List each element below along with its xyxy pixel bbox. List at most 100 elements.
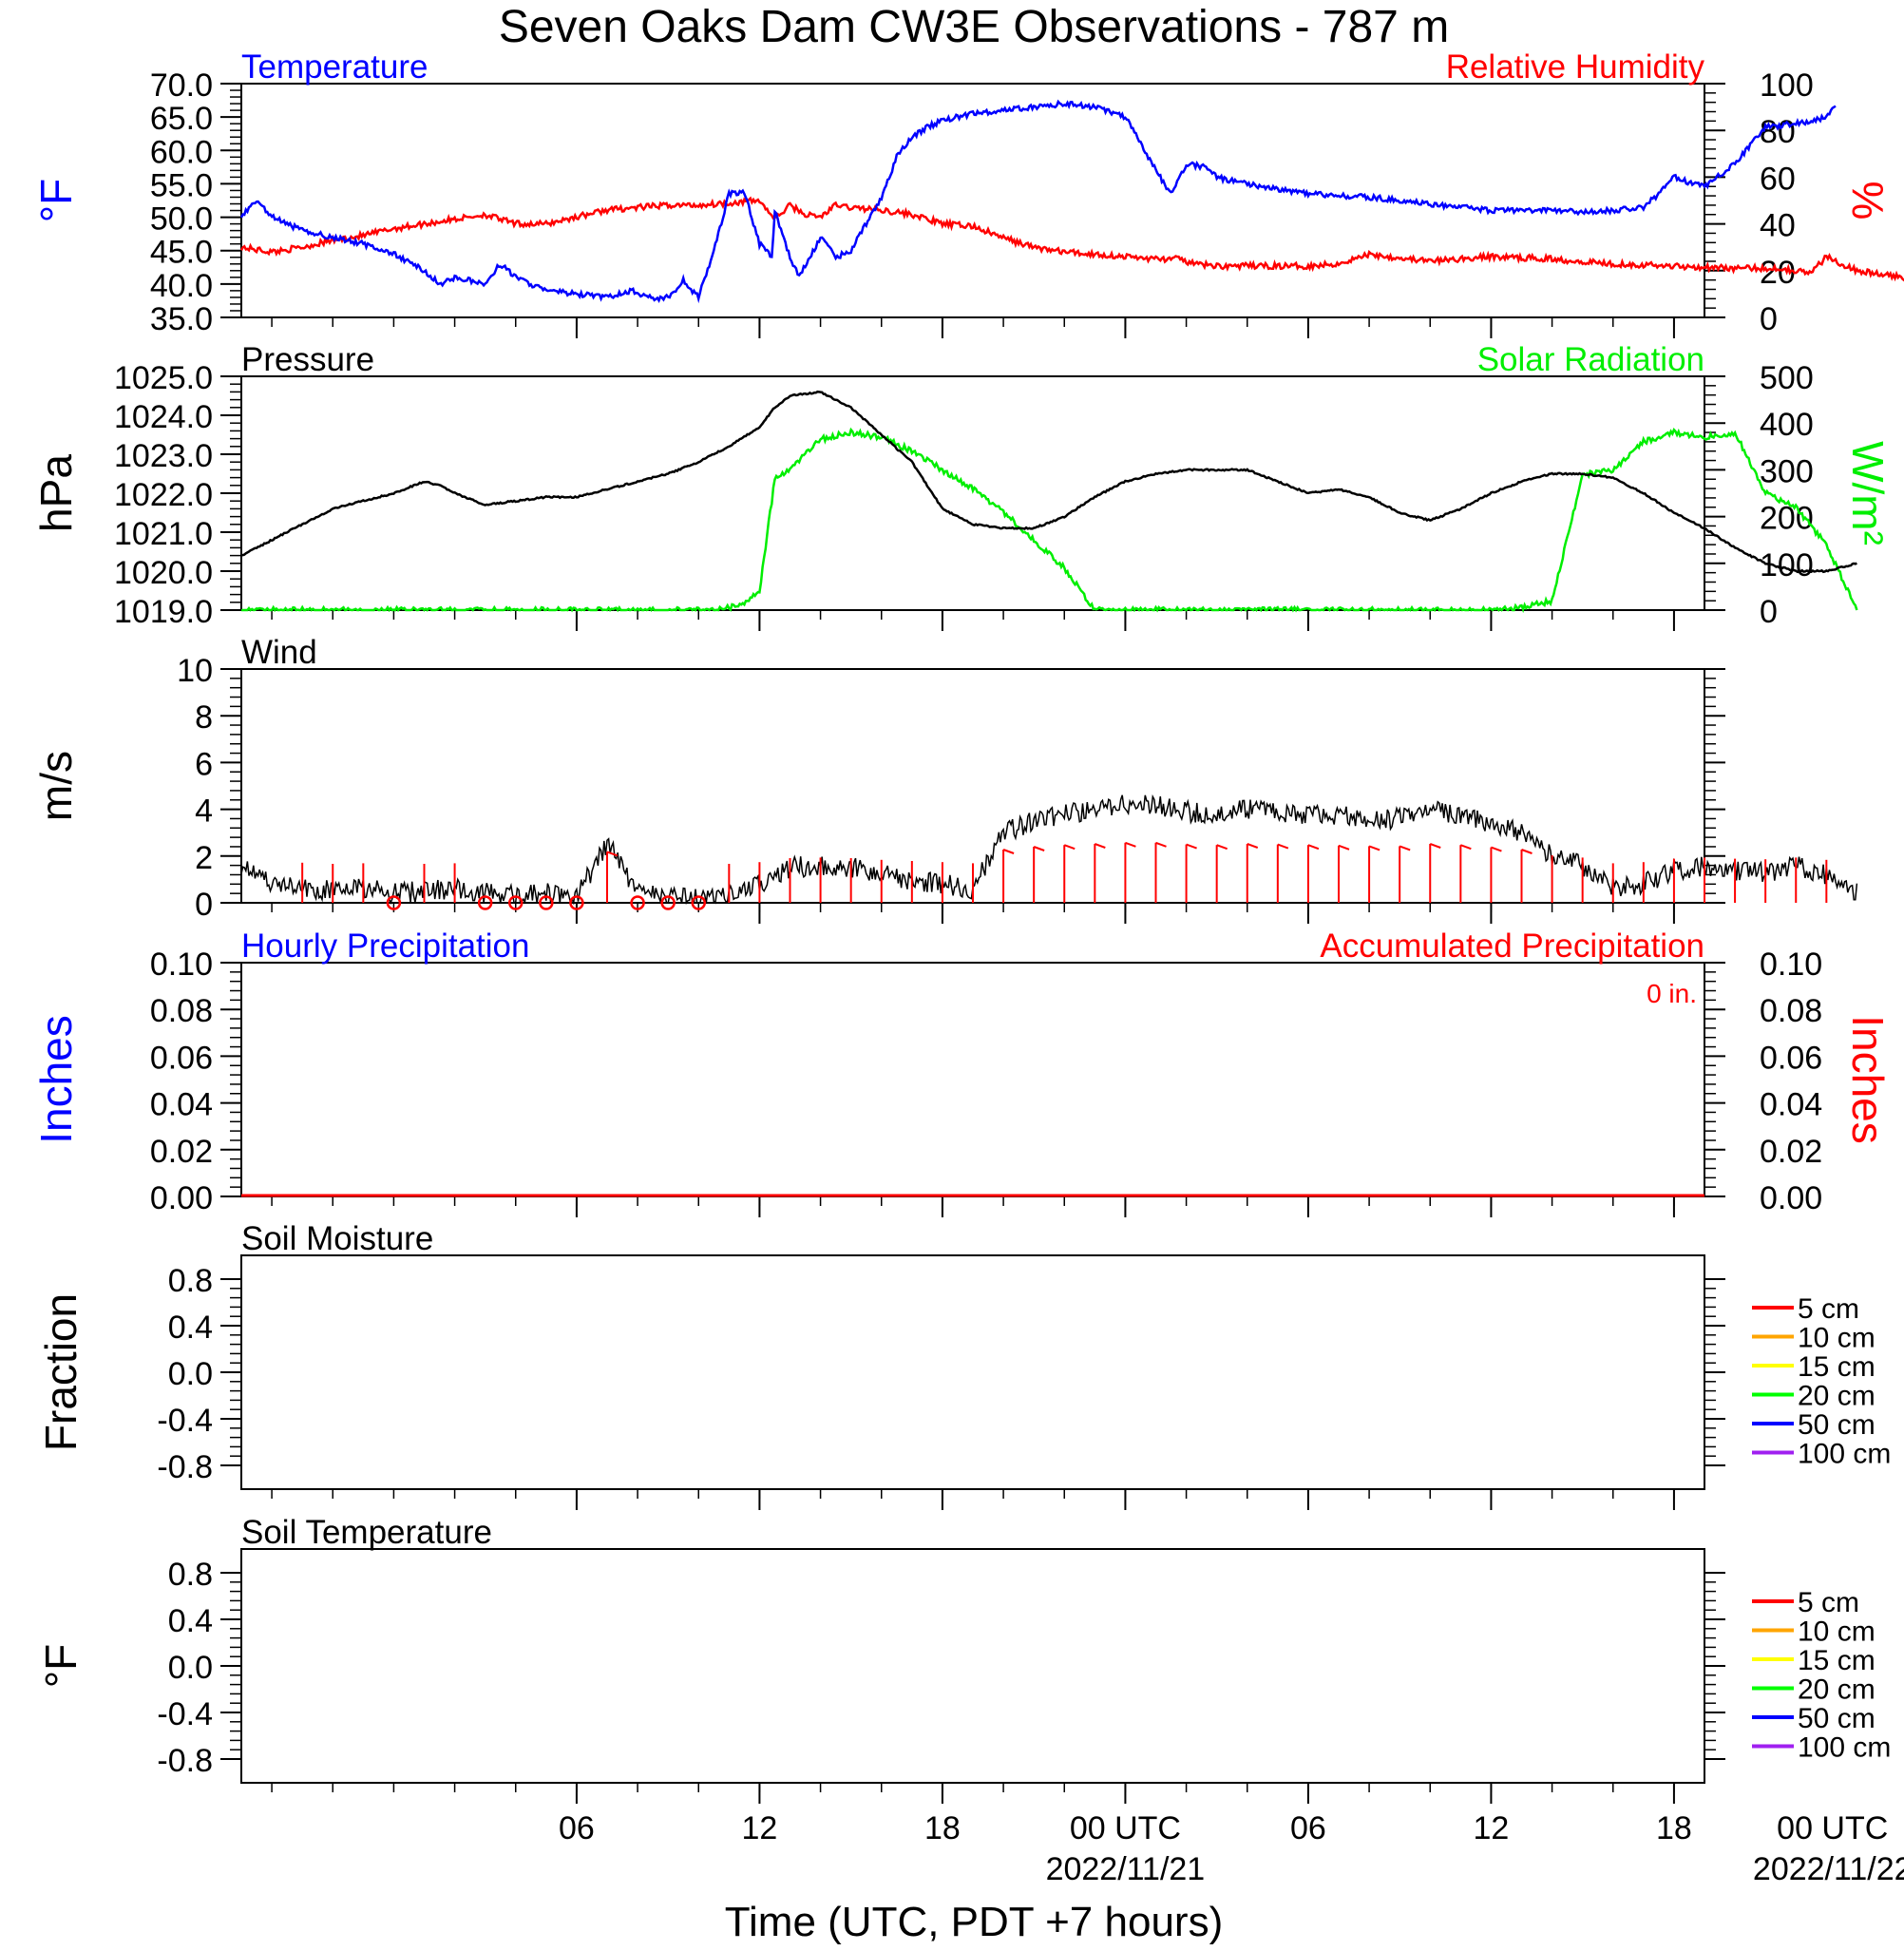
precip-ytick-right-label: 0.06 [1760, 1040, 1822, 1076]
precip-ytick-right-label: 0.08 [1760, 993, 1822, 1029]
temp-ytick-label: 45.0 [150, 235, 213, 271]
soil-temperature-ytick-label: 0.4 [168, 1603, 213, 1639]
soil-temperature-left-unit: °F [36, 1644, 86, 1689]
wind-barb-calm [508, 895, 524, 910]
x-tick-label: 06 [559, 1810, 595, 1846]
precip-ytick-label: 0.02 [150, 1134, 213, 1170]
wind-barb-flag [606, 851, 619, 857]
wind-barb-flag [1247, 843, 1259, 849]
wind-left-title: Wind [241, 634, 317, 671]
pressure-ytick-label: 1022.0 [114, 477, 213, 513]
precip-ytick-label: 0.04 [150, 1087, 213, 1123]
wind-barb-flag [1338, 844, 1350, 851]
temp-ytick-right-label: 40 [1760, 208, 1796, 244]
precip-right-unit: Inches [1843, 1015, 1893, 1144]
temp-ytick-label: 60.0 [150, 134, 213, 170]
wind-ytick-label: 2 [195, 840, 213, 876]
accumulated-precip-text: 0 in. [1647, 979, 1697, 1008]
wind-barb-flag [1002, 849, 1015, 854]
wind-barb-calm [569, 895, 584, 910]
x-axis-label: Time (UTC, PDT +7 hours) [725, 1899, 1223, 1945]
temp-frame [240, 83, 1705, 318]
pressure-ytick-label: 1021.0 [114, 516, 213, 552]
wind-barb-calm [691, 895, 706, 910]
x-tick-label: 12 [1474, 1810, 1510, 1846]
wind-barb-flag [1094, 843, 1106, 849]
wind-speed-line [240, 794, 1858, 906]
x-tick-label: 06 [1290, 1810, 1326, 1846]
wind-barb-flag [1459, 844, 1472, 851]
temp-left-unit: °F [31, 179, 81, 223]
precip-ytick-label: 0.06 [150, 1040, 213, 1076]
pressure-right-title: Solar Radiation [1477, 341, 1704, 378]
soil-temperature-ytick-label: -0.8 [157, 1743, 213, 1779]
precip-ytick-right-label: 0.10 [1760, 947, 1822, 983]
wind-barb-flag [1491, 846, 1502, 852]
temp-ytick-label: 70.0 [150, 67, 213, 104]
wind-ytick-label: 10 [177, 653, 213, 689]
wind-barb-calm [539, 895, 554, 910]
precip-left-unit: Inches [31, 1015, 81, 1144]
wind-barb-flag [1368, 845, 1380, 851]
precip-ytick-label: 0.08 [150, 993, 213, 1029]
soil-temperature-legend-label: 50 cm [1798, 1703, 1875, 1734]
precip-ytick-label: 0.10 [150, 947, 213, 983]
soil-moisture-legend-label: 50 cm [1798, 1409, 1875, 1441]
soil-temperature-ytick-label: -0.4 [157, 1696, 213, 1732]
wind-barb-calm [630, 895, 645, 910]
temp-right-title: Relative Humidity [1446, 48, 1705, 86]
wind-barb-flag [1429, 843, 1441, 849]
x-date-label: 2022/11/22 [1753, 1851, 1904, 1887]
pressure-left-title: Pressure [241, 341, 374, 378]
temp-ytick-label: 65.0 [150, 101, 213, 137]
wind-ytick-label: 6 [195, 746, 213, 782]
soil-moisture-ytick-label: -0.4 [157, 1403, 213, 1439]
soil-moisture-ytick-label: 0.0 [168, 1356, 213, 1392]
pressure-line [240, 390, 1857, 574]
wind-barb-calm [386, 895, 402, 910]
pressure-ytick-right-label: 100 [1760, 547, 1814, 583]
x-tick-label: 12 [742, 1810, 778, 1846]
soil-moisture-legend-label: 10 cm [1798, 1323, 1875, 1354]
soil-moisture-ytick-label: 0.8 [168, 1263, 213, 1299]
temperature-line [239, 99, 1837, 304]
x-tick-label: 18 [924, 1810, 961, 1846]
pressure-ytick-right-label: 0 [1760, 594, 1778, 630]
panel-group: 70.065.060.055.050.045.040.035.010080604… [31, 48, 1904, 1887]
temp-ytick-label: 35.0 [150, 301, 213, 337]
pressure-ytick-label: 1023.0 [114, 438, 213, 474]
soil-moisture-left-unit: Fraction [36, 1293, 86, 1451]
humidity-line [239, 196, 1904, 282]
pressure-ytick-label: 1020.0 [114, 555, 213, 591]
soil-temperature-legend-label: 100 cm [1798, 1732, 1891, 1764]
soil-temperature-left-title: Soil Temperature [241, 1514, 492, 1551]
wind-left-unit: m/s [31, 751, 81, 821]
temp-ytick-label: 40.0 [150, 268, 213, 304]
precip-ytick-label: 0.00 [150, 1180, 213, 1216]
temp-ytick-right-label: 0 [1760, 301, 1778, 337]
wind-ytick-label: 4 [195, 794, 213, 830]
soil-moisture-ytick-label: 0.4 [168, 1310, 213, 1346]
soil-moisture-legend-label: 15 cm [1798, 1351, 1875, 1383]
pressure-ytick-label: 1025.0 [114, 360, 213, 396]
pressure-ytick-right-label: 300 [1760, 453, 1814, 489]
soil-temperature-legend-label: 10 cm [1798, 1616, 1875, 1648]
temp-ytick-label: 50.0 [150, 201, 213, 238]
soil-moisture-legend-label: 5 cm [1798, 1293, 1859, 1325]
wind-barb-flag [1125, 841, 1136, 848]
soil-moisture-ytick-label: -0.8 [157, 1449, 213, 1485]
soil-temperature-ytick-label: 0.0 [168, 1650, 213, 1686]
wind-ytick-label: 8 [195, 699, 213, 736]
pressure-ytick-label: 1024.0 [114, 399, 213, 435]
temp-ytick-right-label: 100 [1760, 67, 1814, 104]
soil-moisture-left-title: Soil Moisture [241, 1220, 433, 1257]
wind-barb-calm [477, 895, 493, 910]
temp-ytick-right-label: 80 [1760, 114, 1796, 150]
soil-moisture-legend-label: 20 cm [1798, 1381, 1875, 1412]
precip-right-title: Accumulated Precipitation [1320, 928, 1704, 965]
x-date-label: 2022/11/21 [1046, 1851, 1206, 1887]
x-tick-label: 18 [1656, 1810, 1692, 1846]
pressure-ytick-right-label: 400 [1760, 407, 1814, 443]
